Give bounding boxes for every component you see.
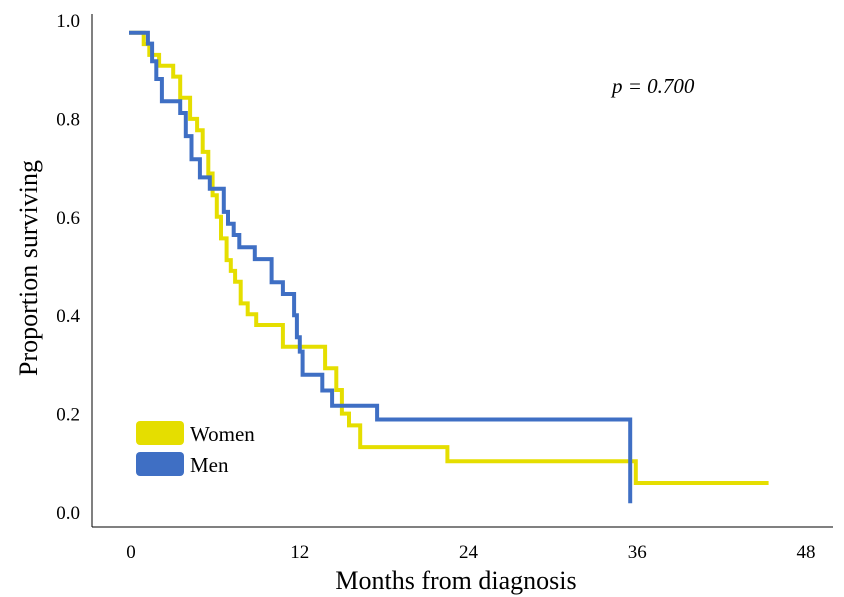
- x-tick-label: 0: [126, 542, 136, 563]
- x-tick-label: 12: [290, 542, 309, 563]
- x-tick-label: 36: [628, 542, 647, 563]
- p-value-annotation: p = 0.700: [610, 74, 695, 98]
- y-tick-label: 0.4: [56, 306, 80, 327]
- y-axis-title: Proportion surviving: [14, 160, 43, 376]
- legend-label-women: Women: [190, 422, 255, 446]
- series-line-men: [129, 30, 633, 504]
- x-axis-title: Months from diagnosis: [335, 566, 576, 595]
- axes: [91, 14, 833, 528]
- y-tick-label: 0.8: [56, 109, 80, 130]
- tick-labels: 0 12 24 36 48 0.0 0.2 0.4 0.6 0.8 1.0: [56, 11, 815, 563]
- legend-swatch-women: [136, 421, 184, 445]
- legend: Women Men: [136, 421, 255, 477]
- y-tick-label: 0.2: [56, 405, 80, 426]
- y-tick-label: 0.0: [56, 503, 80, 524]
- x-tick-label: 24: [459, 542, 479, 563]
- y-tick-label: 0.6: [56, 208, 80, 229]
- legend-swatch-men: [136, 452, 184, 476]
- legend-label-men: Men: [190, 453, 229, 477]
- series-layer: [129, 30, 769, 504]
- series-line-women: [129, 30, 769, 485]
- x-tick-label: 48: [797, 542, 816, 563]
- y-tick-label: 1.0: [56, 11, 80, 32]
